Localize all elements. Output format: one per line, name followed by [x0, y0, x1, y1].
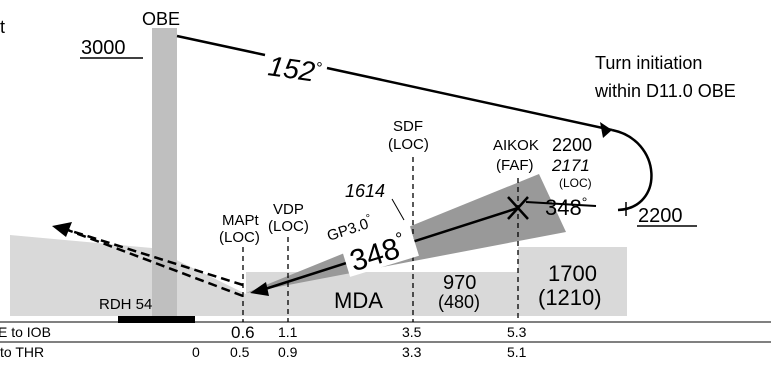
procedure-turn-arrowhead: [600, 122, 612, 138]
final-course-box: 348°: [339, 221, 419, 278]
alt-1614-pointer: [391, 198, 405, 221]
final-approach-arrowhead: [250, 282, 269, 296]
dist-obe-3-5: 3.5: [402, 324, 422, 340]
procedure-turn-path: [611, 128, 653, 212]
faf-minimum-altitude: 1700: [548, 261, 597, 286]
dist-thr-5-1: 5.1: [507, 344, 527, 360]
aikok-altitude: 2200: [552, 135, 592, 155]
dist-obe-5-3: 5.3: [507, 324, 527, 340]
faf-cross-2: [507, 196, 529, 220]
dist-thr-0-9: 0.9: [278, 344, 298, 360]
sdf-name: SDF: [393, 118, 423, 135]
dist-obe-1-1: 1.1: [278, 324, 298, 340]
missed-approach-track-2: [64, 227, 244, 287]
faf-minimum-block: [518, 247, 627, 316]
obe-tower: [152, 28, 177, 316]
rdh-label: RDH 54: [99, 296, 152, 313]
faf-minimum-height: (1210): [538, 285, 602, 310]
mda-height: (480): [438, 292, 480, 312]
dist-thr-3-3: 3.3: [402, 344, 422, 360]
runway-bar: [118, 316, 195, 323]
vdp-type: (LOC): [268, 218, 309, 235]
aikok-alt-note: (LOC): [559, 176, 592, 190]
turn-note-line1: Turn initiation: [595, 53, 702, 73]
alt-1614: 1614: [345, 181, 385, 201]
procedure-turn-altitude: 2200: [638, 205, 683, 227]
mapt-type: (LOC): [219, 229, 260, 246]
outbound-track-2: [326, 66, 613, 132]
dist-row-thr-label: to THR: [0, 344, 44, 360]
aikok-type: (FAF): [496, 157, 534, 174]
mda-altitude: 970: [443, 272, 476, 294]
missed-approach-track-1: [64, 227, 244, 298]
aikok-name: AIKOK: [493, 137, 539, 154]
sdf-type: (LOC): [388, 136, 429, 153]
station-label-obe: OBE: [142, 9, 180, 29]
mda-label: MDA: [334, 288, 383, 313]
terrain-shading-left: [10, 235, 246, 316]
mapt-name: MAPt: [222, 212, 260, 229]
aikok-alt-italic: 2171: [551, 156, 590, 175]
outbound-course: 152°: [266, 50, 324, 88]
vdp-name: VDP: [273, 201, 304, 218]
final-course-background: [339, 221, 419, 277]
inbound-turn-track: [525, 201, 597, 207]
dist-thr-0: 0: [192, 344, 200, 360]
left-cut-text: t: [0, 17, 5, 37]
outbound-track: [176, 34, 266, 57]
turn-note-line2: within D11.0 OBE: [594, 81, 736, 101]
dist-obe-0-6: 0.6: [231, 323, 255, 342]
inbound-turn-course: 348°: [545, 194, 587, 220]
altitude-3000: 3000: [81, 37, 126, 59]
dist-thr-0-5: 0.5: [230, 344, 250, 360]
missed-approach-arrowhead: [52, 222, 72, 237]
dist-row-obe-label: E to IOB: [0, 324, 51, 340]
